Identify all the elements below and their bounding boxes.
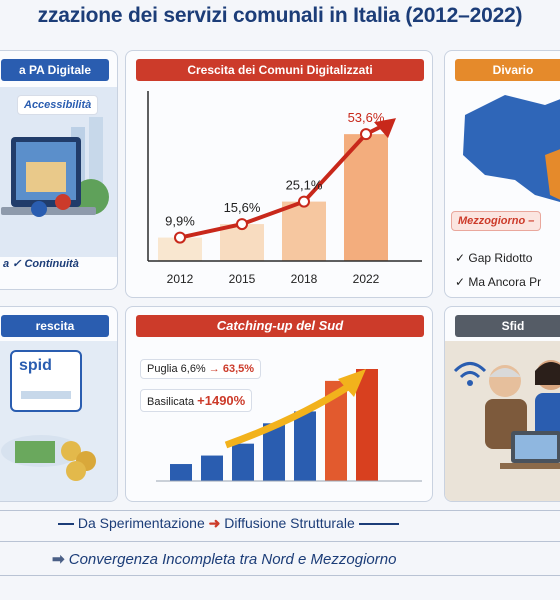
footer-arrow-icon: ➡ [52,551,65,568]
spid-logo: spid [19,357,52,374]
footer-to: Diffusione Strutturale [224,515,355,531]
panel-ribbon: rescita [1,315,109,337]
bar [325,380,347,481]
bar [201,455,223,481]
bar [232,443,254,481]
italy-map [463,95,560,202]
footer-divider [0,541,560,542]
growth-value: +1490% [197,393,246,408]
panel-sfide: Sfid [444,306,560,502]
x-tick-label: 2022 [353,272,380,286]
panel-ribbon: Catching-up del Sud [136,315,424,337]
panel-crescita: rescita spid [0,306,118,502]
footer-dash-icon [58,523,74,526]
x-tick-label: 2012 [167,272,194,286]
footer-arrow-icon: ➜ [208,515,221,531]
footer-line-1: Da Sperimentazione ➜ Diffusione Struttur… [58,515,399,532]
data-point [298,195,310,208]
growth-arrow-shaft [224,382,353,449]
bar [170,464,192,481]
panel-ribbon: Crescita dei Comuni Digitalizzati [136,59,424,81]
x-tick-label: 2018 [291,272,318,286]
spid-money-illustration [0,341,117,501]
series-line [179,132,368,240]
panel-ribbon: a PA Digitale [1,59,109,81]
panel-pa-digitale: a PA Digitale Accessibilità a ✓ Continui… [0,50,118,290]
bar [294,411,316,481]
data-label: 25,1% [286,178,323,193]
footer-conclusion: Convergenza Incompleta tra Nord e Mezzog… [68,551,397,568]
divario-item: ✓ Ma Ancora Pr [455,275,542,289]
accessibility-badge: Accessibilità [17,95,99,115]
bar-chart [156,369,422,482]
panel-divario: Divario Mezzogiorno – ✓ Gap Ridotto ✓ Ma… [444,50,560,298]
trend-arrow-icon [374,118,396,139]
data-label: 15,6% [224,200,261,215]
panel-catching-up: Catching-up del Sud Puglia 6,6% → 63,5% … [125,306,433,502]
panel-ribbon: Divario [455,59,560,81]
footer-dash-icon [358,523,399,526]
area-bar [344,134,388,261]
elderly-laptop-illustration [445,341,560,501]
puglia-fact: Puglia 6,6% → 63,5% [140,359,262,379]
laptop-illustration [0,87,117,257]
panel-caption: a ✓ Continuità [3,258,79,270]
panel-crescita-comuni: Crescita dei Comuni Digitalizzati 9,9% 20… [125,50,433,298]
arrow-icon: → [208,363,220,375]
from-value: 6,6% [180,363,206,375]
region-name: Basilicata [147,396,195,408]
data-point [236,218,248,231]
to-value: 63,5% [222,363,255,375]
mezzogiorno-badge: Mezzogiorno – [451,211,542,231]
area-bar [158,237,202,261]
area-bar [282,201,326,261]
data-point [174,231,186,244]
footer-from: Da Sperimentazione [77,515,205,531]
panel-ribbon: Sfid [455,315,560,337]
growth-arrow-icon [338,369,366,397]
bar [263,423,285,481]
basilicata-fact: Basilicata +1490% [140,389,253,412]
bar [356,369,378,481]
line-chart: 9,9% 2012 15,6% 2015 25,1% 2018 53,6% 2022 [147,91,422,286]
divario-item: ✓ Gap Ridotto [455,251,533,265]
data-point [360,128,372,141]
page-title: zzazione dei servizi comunali in Italia … [37,4,523,27]
footer-line-2: ➡ Convergenza Incompleta tra Nord e Mezz… [52,550,396,568]
footer-divider [0,575,560,576]
data-label: 53,6% [348,110,385,125]
footer-divider [0,510,560,511]
area-bar [220,224,264,261]
region-name: Puglia [147,363,178,375]
data-label: 9,9% [165,214,195,229]
x-tick-label: 2015 [229,272,256,286]
